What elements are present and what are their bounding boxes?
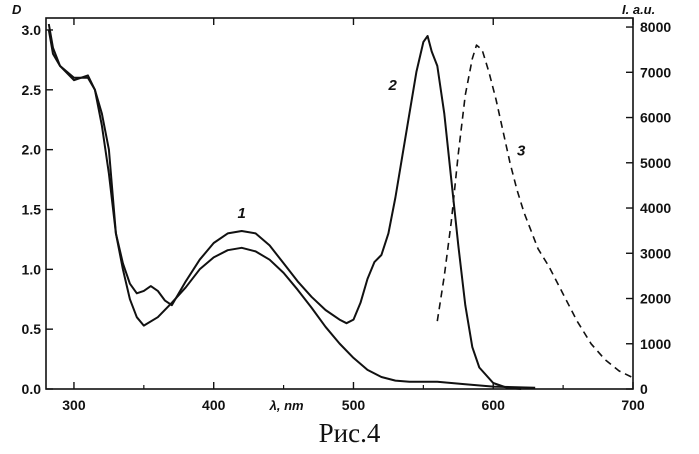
y-left-tick-label: 2.0 [22, 142, 42, 158]
y-left-tick-label: 0.5 [22, 321, 42, 337]
y-right-tick-label: 5000 [640, 155, 671, 171]
x-tick-label: 700 [621, 397, 645, 413]
y-right-tick-label: 1000 [640, 336, 671, 352]
y-right-tick-label: 7000 [640, 64, 671, 80]
curve-label-3: 3 [517, 143, 526, 160]
y-right-tick-label: 4000 [640, 200, 671, 216]
curve-label-2: 2 [387, 77, 397, 94]
x-tick-label: 500 [342, 397, 366, 413]
figure-caption: Рис.4 [0, 418, 699, 449]
series-line-1 [49, 30, 535, 388]
y-left-tick-label: 1.0 [22, 261, 42, 277]
y-left-tick-label: 2.5 [22, 82, 42, 98]
series-line-2 [49, 24, 521, 389]
y-right-tick-label: 8000 [640, 19, 671, 35]
y-right-tick-label: 2000 [640, 291, 671, 307]
plot-area: 300 400 500 600 700 0.0 0.5 1.0 1.5 2.0 2.5 3.0 0 100… [22, 18, 672, 413]
y-left-tick-label: 0.0 [22, 381, 42, 397]
series-line-3 [437, 45, 633, 378]
y-left-tick-label: 1.5 [22, 201, 42, 217]
x-axis-label: λ, nm [269, 398, 304, 413]
x-tick-label: 600 [482, 397, 506, 413]
y-right-tick-label: 6000 [640, 110, 671, 126]
y-right-tick-label: 3000 [640, 245, 671, 261]
x-tick-label: 300 [62, 397, 86, 413]
y-right-tick-label: 0 [640, 381, 648, 397]
x-tick-label: 400 [202, 397, 226, 413]
plot-frame [46, 18, 633, 389]
curve-label-1: 1 [237, 205, 245, 222]
y-axis-right-label: I. a.u. [622, 2, 655, 17]
y-left-tick-label: 3.0 [22, 22, 42, 38]
y-axis-left-label: D [12, 2, 22, 17]
